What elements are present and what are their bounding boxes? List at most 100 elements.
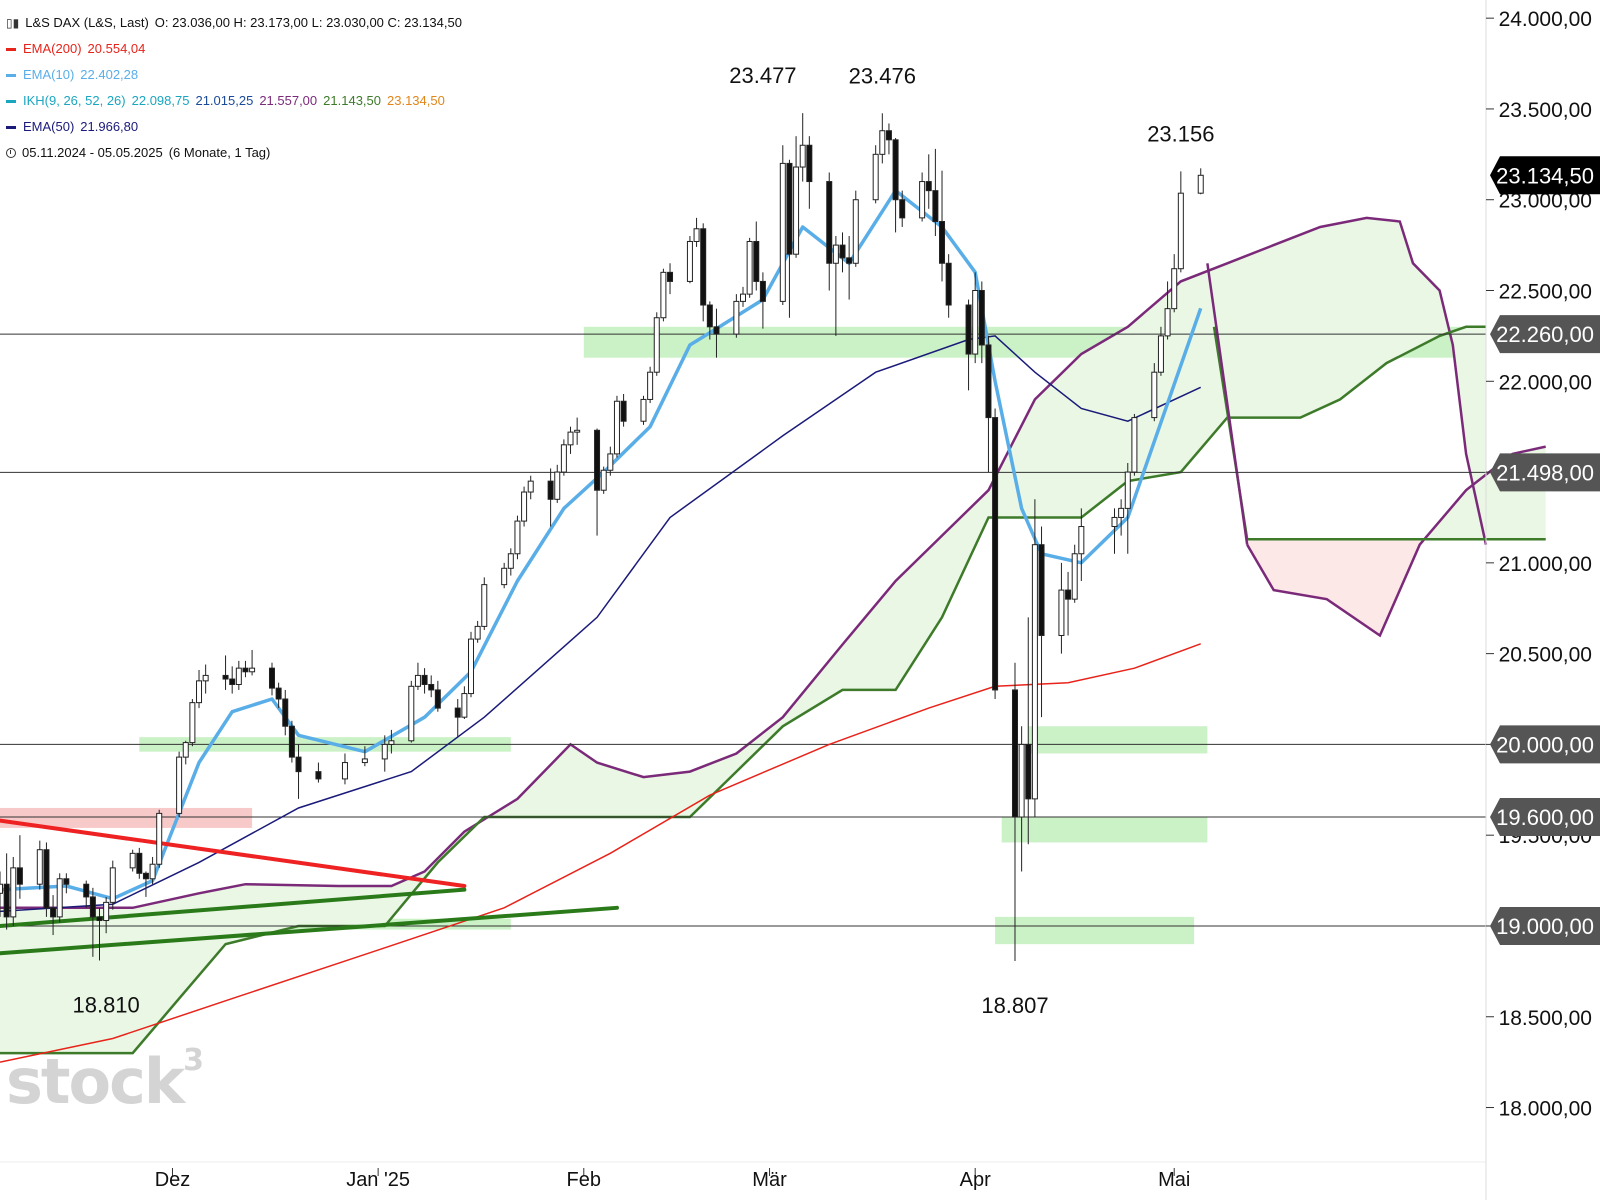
candle-body-72 [706, 304, 713, 328]
trendline-green-1 [0, 887, 467, 928]
candle-body-51 [514, 520, 521, 555]
annotation-2: 23.156 [1147, 121, 1214, 146]
candle-body-107 [1031, 544, 1038, 800]
level-tag-4-label: 19.000,00 [1496, 914, 1594, 939]
candle-body-112 [1078, 526, 1085, 555]
candle-body-35 [341, 762, 348, 780]
candle-body-14 [129, 852, 136, 869]
zone-green-6 [995, 916, 1195, 945]
annotation-3: 18.810 [72, 992, 139, 1017]
last-price-tag-bg [1490, 156, 1600, 195]
candle-body-18 [156, 812, 163, 865]
legend-indicator-value: 22.402,28 [80, 67, 139, 82]
horizontal-levels [0, 333, 1486, 927]
y-tick-label-10: 23.000,00 [1499, 190, 1592, 213]
clock-icon [6, 148, 16, 158]
ohlc-values: O: 23.036,00 H: 23.173,00 L: 23.030,00 C… [154, 15, 462, 30]
candle-body-87 [846, 257, 853, 264]
candle-body-31 [282, 698, 289, 727]
candle-body-19 [176, 756, 183, 814]
candle-body-44 [454, 707, 461, 718]
candle-body-28 [249, 667, 256, 673]
legend-indicator-label: IKH(9, 26, 52, 26) [23, 93, 126, 108]
candle-body-29 [268, 667, 275, 689]
indicator-lines [0, 188, 1203, 1063]
candle-body-6 [50, 907, 57, 918]
y-tick-label-9: 22.500,00 [1499, 281, 1592, 304]
candle-body-106 [1025, 743, 1032, 800]
candle-body-37 [381, 743, 388, 760]
candle-body-56 [560, 444, 567, 473]
candle-body-45 [461, 693, 468, 718]
candle-body-54 [547, 480, 554, 500]
candle-body-47 [474, 625, 481, 640]
legend-color-swatch [6, 47, 16, 51]
level-tag-2-bg [1490, 725, 1600, 764]
legend-color-swatch [6, 125, 16, 129]
y-tick-label-6: 21.000,00 [1499, 553, 1592, 576]
legend-indicator-value: 21.557,00 [259, 93, 318, 108]
candle-body-95 [925, 181, 932, 192]
candle-body-52 [521, 491, 528, 522]
candle-body-33 [295, 756, 302, 773]
candle-body-102 [985, 344, 992, 419]
instrument-name: L&S DAX (L&S, Last) [25, 15, 149, 30]
legend-indicator-value: 23.134,50 [387, 93, 445, 108]
x-tick-label-3: Mär [752, 1169, 787, 1191]
candle-body-74 [733, 300, 740, 335]
y-tick-label-1: 18.500,00 [1499, 1007, 1592, 1030]
candle-body-2 [10, 867, 17, 918]
candle-body-11 [96, 916, 103, 922]
level-tag-1-bg [1490, 453, 1600, 492]
watermark-text: stock [6, 1045, 185, 1118]
candle-body-46 [468, 638, 475, 695]
candle-body-64 [640, 398, 647, 422]
candle-body-92 [892, 139, 899, 201]
candle-body-23 [202, 674, 209, 682]
y-tick-label-11: 23.500,00 [1499, 99, 1592, 122]
candle-body-97 [939, 221, 946, 264]
candles [0, 113, 1204, 962]
chart-legend: ▯▮ L&S DAX (L&S, Last) O: 23.036,00 H: 2… [6, 10, 462, 166]
candle-body-8 [63, 878, 70, 885]
candle-body-78 [759, 280, 766, 302]
candle-body-5 [43, 849, 50, 909]
level-tag-1-label: 21.498,00 [1496, 460, 1594, 485]
candle-body-30 [275, 687, 282, 700]
legend-instrument-row: ▯▮ L&S DAX (L&S, Last) O: 23.036,00 H: 2… [6, 10, 462, 36]
zone-green-5 [1001, 817, 1208, 843]
cloud-drop-a [1206, 263, 1249, 545]
legend-indicator-label: EMA(50) [23, 119, 75, 134]
candle-body-94 [919, 181, 926, 219]
candle-body-17 [149, 863, 156, 880]
watermark-sup: 3 [183, 1043, 204, 1078]
candle-body-41 [421, 674, 428, 685]
candle-body-49 [501, 567, 508, 586]
trendline-red-0 [0, 818, 467, 889]
candle-body-118 [1157, 335, 1164, 373]
candle-body-25 [229, 678, 236, 685]
y-tick-label-0: 18.000,00 [1499, 1098, 1592, 1121]
ema200-line [0, 643, 1201, 1063]
candle-body-73 [713, 326, 720, 335]
candle-body-63 [620, 400, 627, 422]
candle-body-110 [1065, 589, 1072, 600]
candle-body-40 [414, 674, 421, 687]
candle-body-101 [978, 290, 985, 346]
candle-body-4 [36, 849, 43, 885]
legend-indicator-value: 21.143,50 [323, 93, 381, 108]
candle-body-43 [434, 689, 441, 709]
candle-body-60 [600, 469, 607, 491]
candle-body-75 [740, 293, 746, 302]
candle-body-39 [408, 685, 415, 742]
candle-body-93 [899, 199, 906, 219]
candle-body-62 [613, 400, 620, 455]
candle-body-80 [786, 162, 793, 255]
legend-range-row: 05.11.2024 - 05.05.2025 (6 Monate, 1 Tag… [6, 140, 462, 166]
candle-body-32 [288, 725, 295, 758]
candle-body-121 [1177, 192, 1184, 270]
price-tags: 22.260,00 21.498,00 20.000,00 19.600,00 19.0… [1490, 156, 1600, 945]
level-tag-3-label: 19.600,00 [1496, 805, 1594, 830]
